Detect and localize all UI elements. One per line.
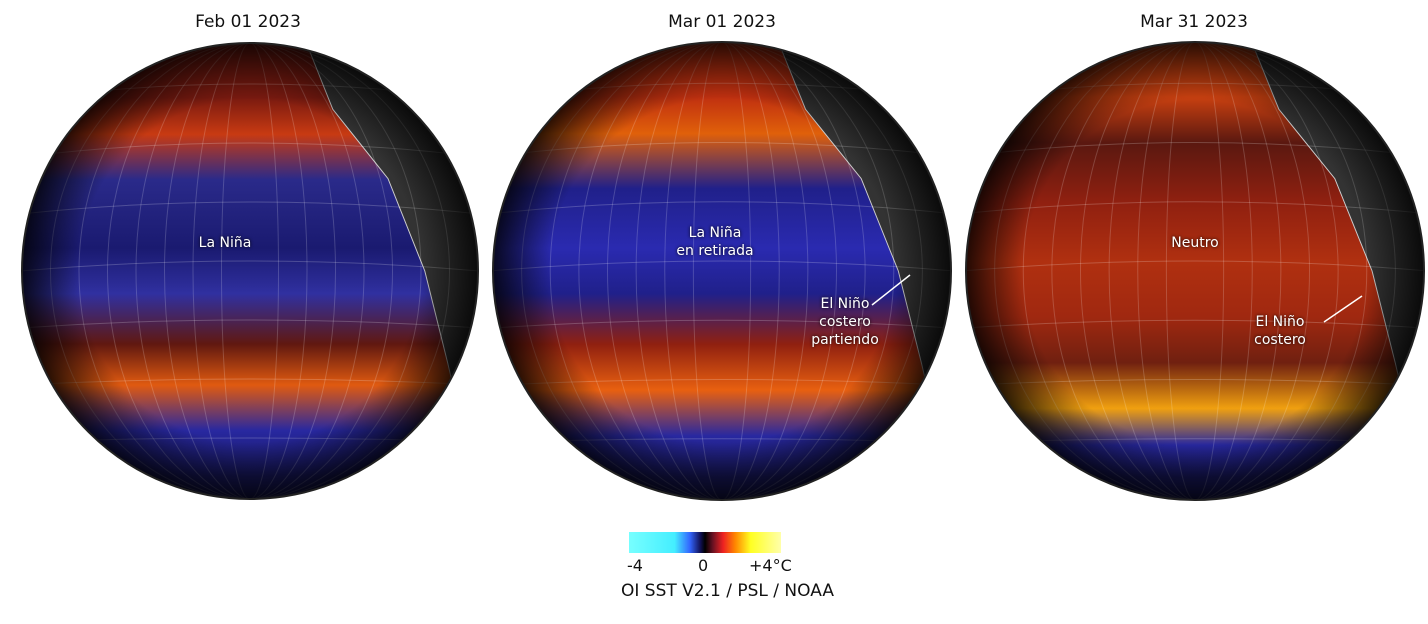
- data-source: OI SST V2.1 / PSL / NOAA: [621, 581, 834, 601]
- label-coastal-el-nino: El Niño costero: [1254, 314, 1306, 348]
- colorbar-min: -4: [627, 556, 643, 575]
- colorbar: [629, 532, 781, 553]
- globe-feb: [21, 42, 479, 500]
- label-la-nina: La Niña: [198, 235, 252, 251]
- label-la-nina-retreating: La Niña en retirada: [676, 225, 754, 259]
- label-neutral: Neutro: [1171, 235, 1219, 251]
- colorbar-max: +4°C: [749, 556, 792, 575]
- panel-1-date: Feb 01 2023: [195, 12, 301, 32]
- colorbar-mid: 0: [698, 556, 709, 575]
- globe-mar31: [965, 41, 1425, 501]
- panel-3-date: Mar 31 2023: [1140, 12, 1248, 32]
- globe-mar1: [492, 41, 952, 501]
- panel-2-date: Mar 01 2023: [668, 12, 776, 32]
- label-coastal-el-nino-starting: El Niño costero partiendo: [811, 296, 879, 348]
